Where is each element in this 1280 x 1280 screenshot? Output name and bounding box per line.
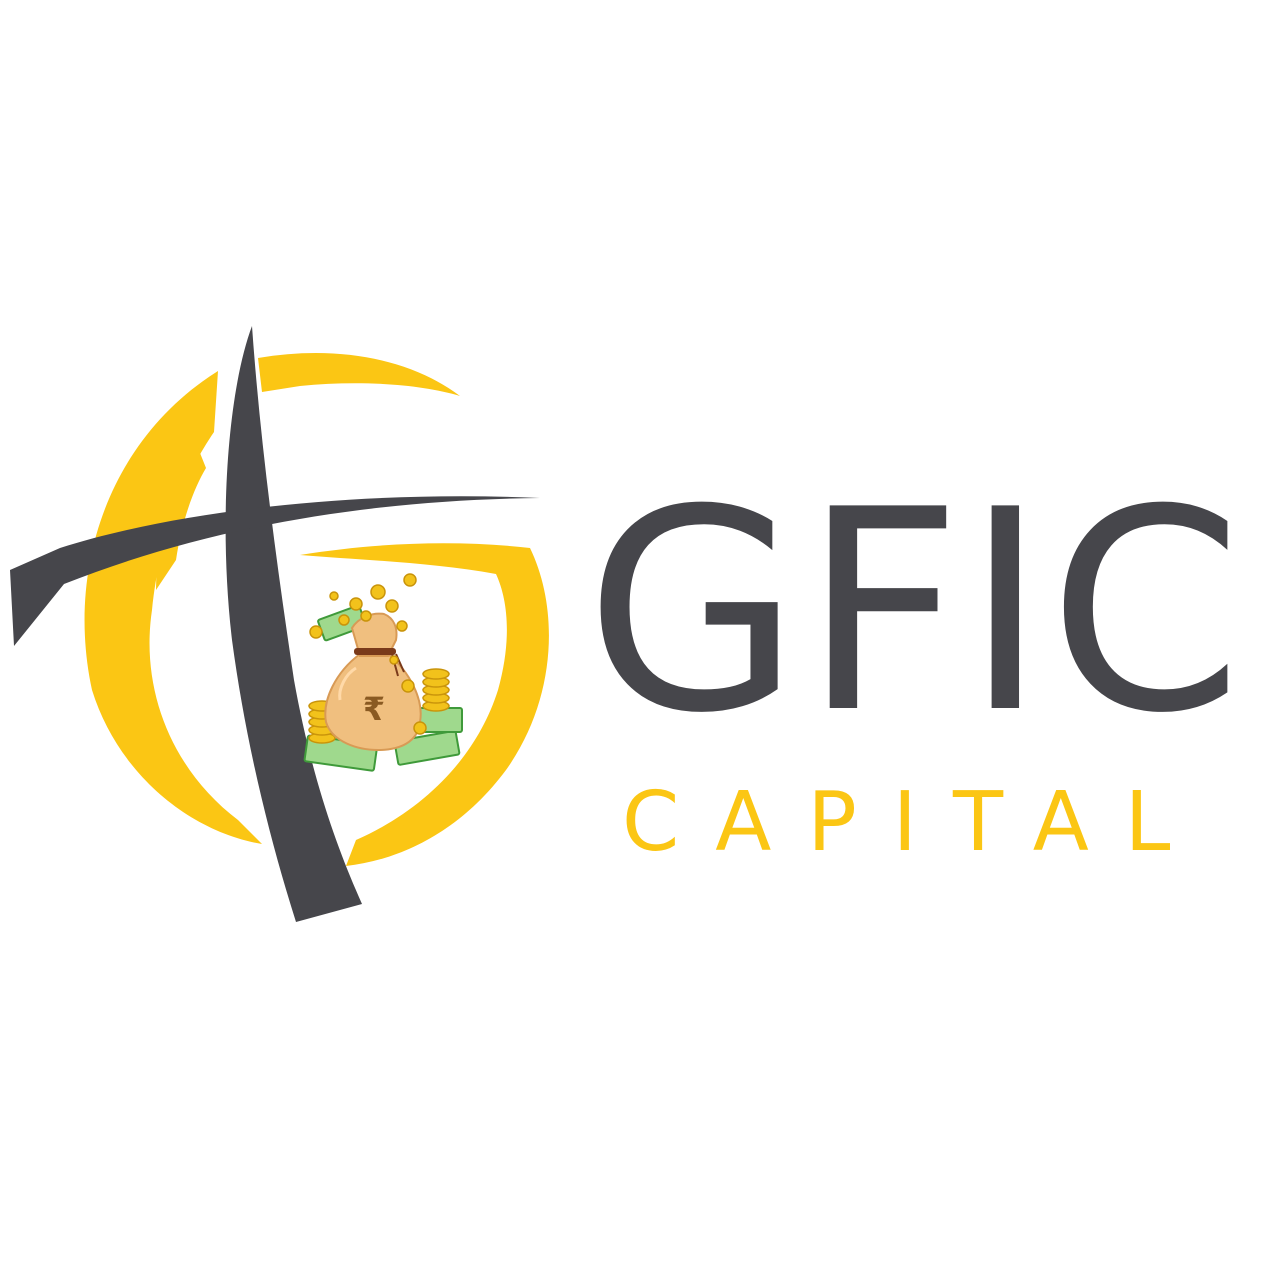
bag-body [324, 653, 422, 752]
coin-icon [385, 599, 399, 613]
coin-icon [413, 721, 427, 735]
flying-coins [309, 573, 427, 735]
cross-horizontal-bar [10, 496, 540, 646]
bag-highlight [338, 666, 357, 701]
bag-string [354, 648, 396, 655]
coin-icon [360, 610, 372, 622]
bag-neck [350, 612, 398, 657]
gold-crescent-left [84, 371, 262, 844]
coin-icon [349, 597, 363, 611]
coin-icon [389, 655, 399, 665]
cross-vertical-bar [225, 326, 362, 922]
coin-icon [396, 620, 408, 632]
rupee-symbol: ₹ [363, 690, 385, 728]
brand-tagline: CAPITAL [622, 775, 1207, 870]
coin-icon [309, 625, 323, 639]
coin-icon [370, 584, 386, 600]
money-bag-icon: ₹ [303, 573, 463, 772]
brand-name: GFIC [585, 450, 1245, 774]
emblem-icon: ₹ [10, 326, 549, 922]
coin-icon [403, 573, 417, 587]
coin-icon [401, 679, 415, 693]
gold-arc-inner [156, 448, 206, 590]
gold-arc-top [258, 352, 460, 396]
coin-icon [329, 591, 339, 601]
gold-tail [380, 730, 520, 856]
coin-icon [338, 614, 350, 626]
coin-stack-icon [422, 668, 450, 712]
